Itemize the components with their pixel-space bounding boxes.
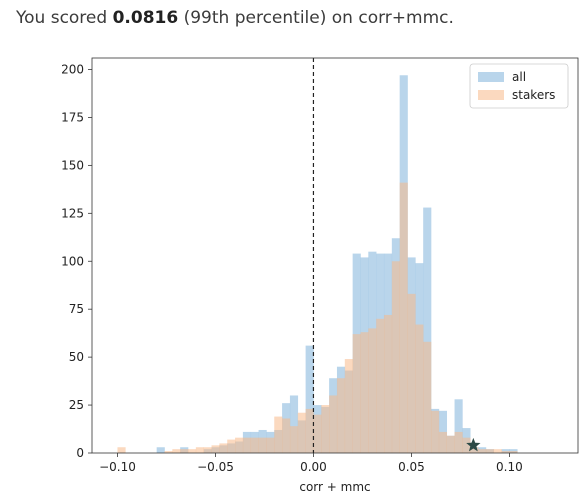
stakers-bar	[305, 408, 314, 453]
stakers-bar	[446, 435, 455, 453]
stakers-bar	[289, 426, 299, 453]
score-star-marker	[466, 437, 481, 452]
stakers-bar	[391, 261, 400, 453]
stakers-bar	[282, 418, 291, 453]
stakers-bar	[485, 449, 495, 453]
y-tick-label: 175	[61, 110, 84, 124]
stakers-bar	[321, 405, 330, 453]
stakers-bar	[336, 378, 346, 453]
stakers-bar	[383, 314, 393, 453]
stakers-bar	[423, 341, 432, 453]
y-tick-label: 75	[69, 302, 84, 316]
series-stakers-bars	[117, 182, 518, 453]
stakers-bar	[250, 437, 259, 453]
stakers-bar	[360, 332, 369, 453]
stakers-bar	[399, 182, 408, 453]
legend-label-stakers: stakers	[512, 88, 555, 102]
stakers-bar	[509, 451, 518, 453]
all-bar	[454, 399, 463, 453]
x-tick-label: 0.10	[496, 460, 523, 474]
stakers-bar	[211, 445, 220, 453]
stakers-bar	[431, 410, 440, 453]
stakers-bar	[242, 437, 252, 453]
all-bar	[289, 395, 299, 453]
stakers-bar	[462, 437, 471, 453]
stakers-bar	[352, 334, 361, 453]
stakers-bar	[438, 431, 448, 453]
legend: all stakers	[469, 63, 569, 109]
stakers-bar	[235, 437, 244, 453]
stakers-bar	[376, 318, 385, 453]
stakers-bar	[274, 416, 283, 453]
y-axis: 0 25 50 75 100 125 150 175 200	[61, 63, 92, 460]
stakers-bar	[258, 437, 267, 453]
y-tick-label: 50	[69, 350, 84, 364]
stakers-bar	[454, 431, 463, 453]
stakers-bar	[478, 449, 487, 453]
stakers-bar	[493, 449, 502, 453]
stakers-bar	[344, 359, 353, 453]
plot-frame	[91, 57, 579, 454]
x-axis-label: corr + mmc	[299, 480, 370, 494]
x-tick-label: 0.05	[398, 460, 425, 474]
y-tick-label: 25	[69, 398, 84, 412]
y-tick-label: 0	[76, 446, 84, 460]
stakers-bar	[203, 447, 212, 453]
x-tick-label: −0.05	[197, 460, 234, 474]
legend-swatch-stakers	[478, 90, 504, 100]
stakers-bar	[297, 412, 306, 453]
score-summary-suffix: (99th percentile) on corr+mmc.	[178, 8, 454, 28]
all-bar	[423, 207, 432, 453]
legend-label-all: all	[512, 70, 526, 84]
legend-swatch-all	[478, 72, 504, 82]
stakers-bar	[368, 328, 377, 453]
stakers-bar	[415, 324, 424, 453]
stakers-bar	[180, 449, 189, 453]
stakers-bar	[219, 443, 228, 453]
y-tick-label: 200	[61, 63, 84, 77]
stakers-bar	[407, 293, 416, 453]
x-axis: −0.10 −0.05 0.00 0.05 0.10	[99, 453, 523, 474]
y-tick-label: 125	[61, 206, 84, 220]
stakers-bar	[329, 395, 338, 453]
y-tick-label: 100	[61, 254, 84, 268]
stakers-bar	[188, 449, 197, 453]
all-bar	[156, 447, 165, 453]
stakers-bar	[172, 449, 181, 453]
stakers-bar	[266, 437, 275, 453]
stakers-bar	[164, 451, 173, 453]
all-bar	[305, 345, 314, 453]
x-tick-label: 0.00	[300, 460, 327, 474]
y-tick-label: 150	[61, 158, 84, 172]
stakers-bar	[227, 439, 236, 453]
x-tick-label: −0.10	[99, 460, 136, 474]
stakers-bar	[117, 447, 126, 453]
score-summary-prefix: You scored	[16, 8, 113, 28]
stakers-bar	[313, 414, 322, 453]
score-value: 0.0816	[112, 8, 179, 28]
stakers-bar	[195, 447, 205, 453]
stakers-bar	[501, 451, 510, 453]
stakers-bar	[470, 447, 479, 453]
score-summary: You scored 0.0816 (99th percentile) on c…	[16, 8, 454, 28]
